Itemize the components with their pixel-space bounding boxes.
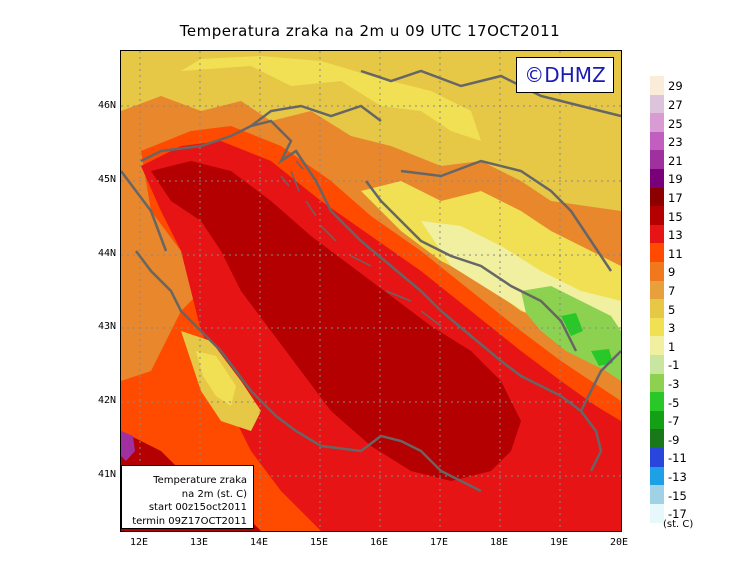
temperature-map [120, 50, 622, 532]
legend-swatch [650, 373, 664, 393]
legend-label: 29 [668, 79, 683, 94]
legend-label: -7 [668, 414, 680, 429]
legend-swatch [650, 429, 664, 449]
map-info-box: Temperature zraka na 2m (st. C) start 00… [121, 465, 254, 529]
mountains-cold-spots [561, 313, 613, 366]
legend-swatch [650, 94, 664, 114]
longitude-label: 17E [429, 537, 449, 548]
sea-warmest [151, 161, 521, 481]
graticule [121, 51, 621, 531]
legend-label: -13 [668, 469, 687, 484]
coastlines [121, 69, 621, 493]
legend-swatch [650, 299, 664, 319]
islands [280, 160, 442, 327]
legend-swatch [650, 317, 664, 337]
legend-label: -11 [668, 451, 687, 466]
legend-swatch [650, 187, 664, 207]
longitude-label: 13E [189, 537, 209, 548]
legend-label: 17 [668, 190, 683, 205]
legend-label: -1 [668, 358, 680, 373]
longitude-label: 18E [489, 537, 509, 548]
legend-label: 21 [668, 153, 683, 168]
legend-swatch [650, 131, 664, 151]
legend-label: 9 [668, 265, 676, 280]
legend-label: 5 [668, 302, 676, 317]
legend-swatch [650, 206, 664, 226]
italy-coast-coolest [196, 351, 236, 406]
latitude-label: 42N [97, 395, 116, 406]
legend-label: -3 [668, 376, 680, 391]
legend-label: 1 [668, 339, 676, 354]
legend-label: -9 [668, 432, 680, 447]
legend-swatch [650, 243, 664, 263]
latitude-label: 45N [97, 174, 116, 185]
info-line-4: termin 09Z17OCT2011 [132, 515, 247, 527]
legend-label: 19 [668, 172, 683, 187]
legend-swatch [650, 76, 664, 96]
legend-label: 15 [668, 209, 683, 224]
longitude-label: 15E [309, 537, 329, 548]
legend-swatch [650, 336, 664, 356]
legend-label: 7 [668, 283, 676, 298]
longitude-label: 20E [609, 537, 629, 548]
legend-label: -17 [668, 507, 687, 522]
legend-swatch [650, 150, 664, 170]
legend-swatch [650, 503, 664, 523]
legend-label: -5 [668, 395, 680, 410]
legend-label: 13 [668, 228, 683, 243]
legend-swatch [650, 280, 664, 300]
north-land-cool [181, 56, 481, 141]
info-line-3: start 00z15oct2011 [148, 502, 247, 513]
purple-spot [121, 431, 135, 461]
legend-swatch [650, 262, 664, 282]
temperature-field [121, 51, 621, 531]
legend-swatch [650, 224, 664, 244]
legend-label: 23 [668, 135, 683, 150]
legend-swatch [650, 410, 664, 430]
info-line-1: Temperature zraka [153, 475, 247, 486]
longitude-label: 12E [129, 537, 149, 548]
info-line-2: na 2m (st. C) [181, 488, 247, 500]
legend-unit: (st. C) [663, 519, 694, 530]
legend-swatch [650, 355, 664, 375]
dhmz-logo: ©DHMZ [516, 57, 614, 93]
map-title: Temperatura zraka na 2m u 09 UTC 17OCT20… [179, 22, 561, 40]
latitude-label: 43N [97, 321, 116, 332]
legend-label: -15 [668, 488, 687, 503]
legend-swatch [650, 169, 664, 189]
longitude-label: 19E [549, 537, 569, 548]
longitude-label: 14E [249, 537, 269, 548]
legend-label: 25 [668, 116, 683, 131]
north-land-warm [121, 51, 621, 211]
legend-label: 3 [668, 321, 676, 336]
legend-label: 27 [668, 97, 683, 112]
legend-swatch [650, 392, 664, 412]
latitude-label: 46N [97, 100, 116, 111]
legend-swatch [650, 448, 664, 468]
legend-swatch [650, 485, 664, 505]
legend-swatch [650, 113, 664, 133]
latitude-label: 41N [97, 469, 116, 480]
latitude-label: 44N [97, 248, 116, 259]
legend-swatch [650, 466, 664, 486]
longitude-label: 16E [369, 537, 389, 548]
legend-label: 11 [668, 246, 683, 261]
